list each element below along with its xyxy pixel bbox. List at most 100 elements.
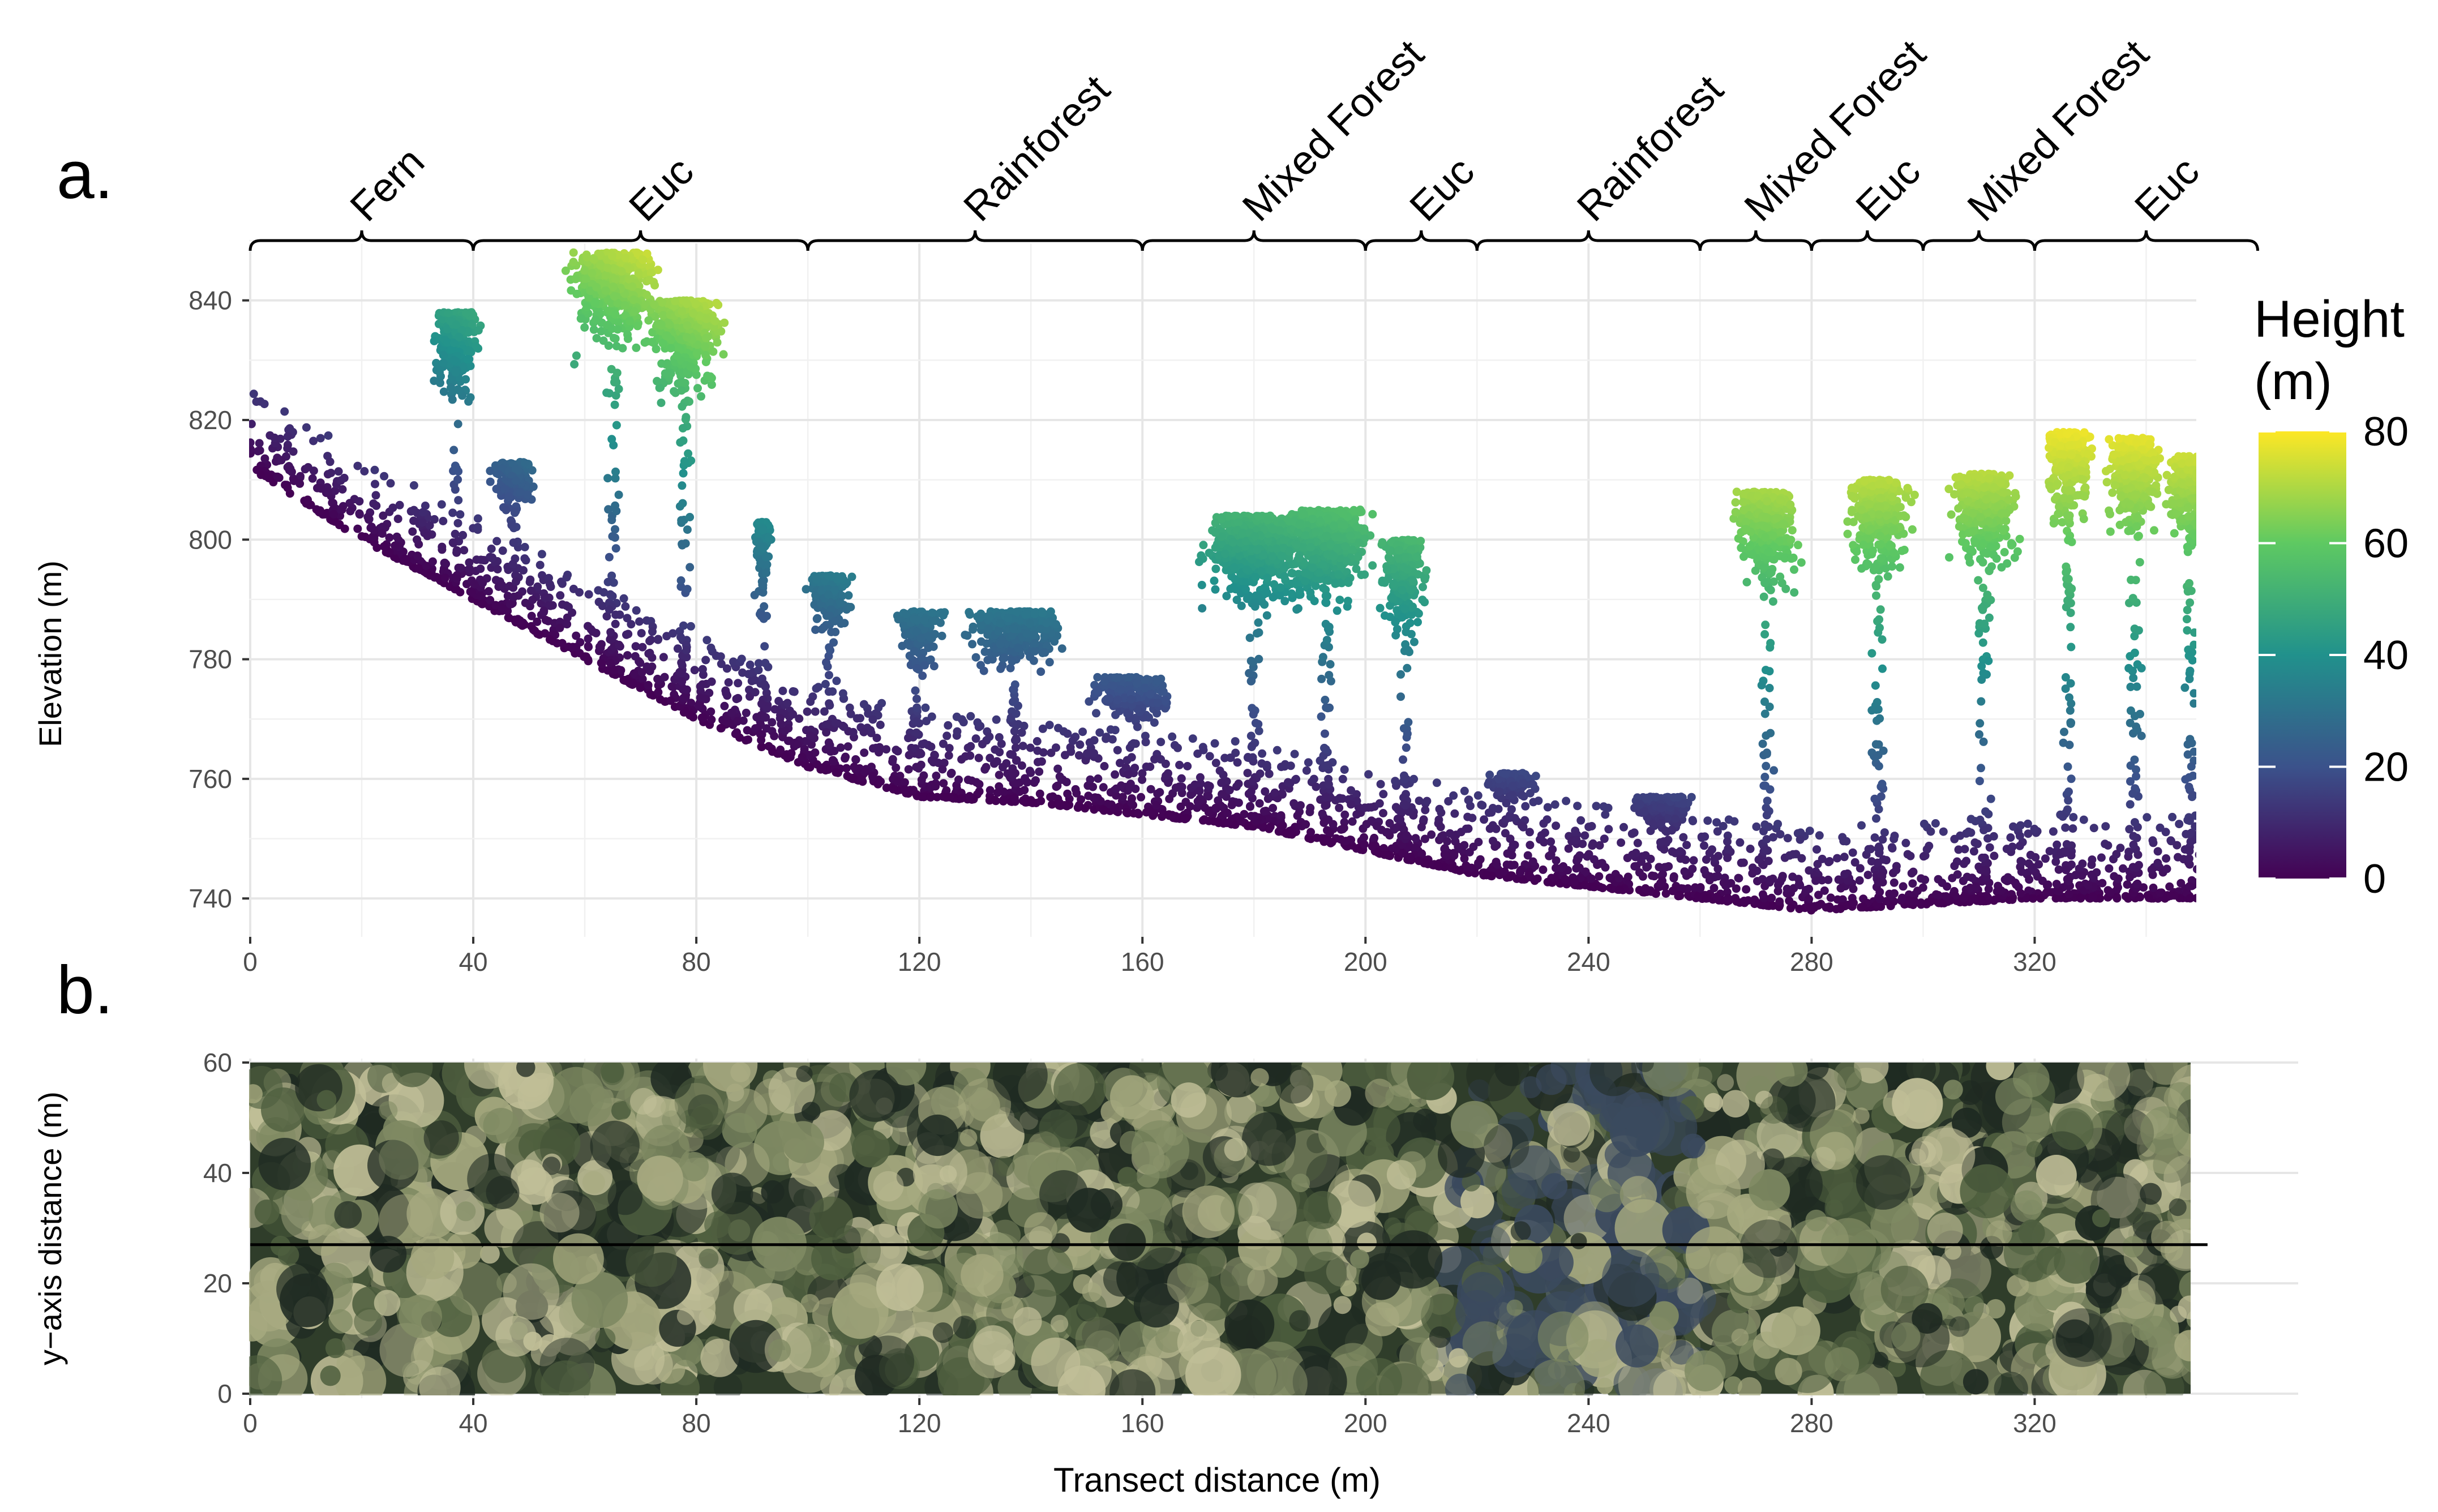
lidar-point	[1086, 775, 1095, 784]
lidar-point	[648, 627, 657, 636]
lidar-point	[473, 514, 482, 523]
lidar-point	[673, 644, 682, 653]
lidar-point	[451, 461, 460, 470]
lidar-point	[1888, 844, 1897, 853]
lidar-point	[2162, 854, 2171, 863]
lidar-point	[846, 709, 855, 718]
lidar-point	[621, 602, 630, 611]
lidar-point	[685, 563, 695, 572]
lidar-point	[636, 683, 645, 692]
lidar-point	[824, 572, 833, 580]
lidar-point	[1111, 726, 1120, 735]
lidar-point	[430, 573, 439, 582]
lidar-point	[760, 602, 769, 611]
lidar-point	[456, 510, 465, 519]
lidar-point	[631, 652, 640, 661]
lidar-point	[476, 564, 485, 573]
lidar-point	[820, 707, 829, 716]
lidar-point	[612, 507, 621, 516]
lidar-point	[625, 316, 635, 325]
lidar-point	[2089, 892, 2097, 901]
lidar-point	[1036, 667, 1046, 676]
lidar-point	[340, 473, 349, 482]
lidar-point	[1052, 743, 1060, 752]
lidar-point	[657, 359, 666, 368]
lidar-point	[1990, 851, 1999, 860]
lidar-point	[591, 315, 600, 324]
lidar-point	[1838, 895, 1847, 904]
lidar-point	[572, 351, 581, 360]
lidar-point	[811, 707, 820, 716]
lidar-point	[774, 697, 783, 705]
lidar-point	[676, 576, 685, 585]
lidar-point	[963, 743, 972, 752]
lidar-point	[355, 510, 364, 519]
lidar-point	[2043, 881, 2051, 890]
lidar-point	[842, 764, 851, 773]
lidar-point	[1153, 789, 1162, 798]
lidar-point	[303, 463, 312, 472]
lidar-point	[452, 320, 461, 329]
lidar-point	[1193, 749, 1202, 758]
lidar-point	[954, 775, 963, 784]
lidar-point	[682, 333, 691, 342]
lidar-point	[409, 516, 418, 525]
lidar-point	[612, 369, 622, 378]
lidar-point	[608, 251, 617, 260]
lidar-point	[904, 765, 913, 774]
lidar-point	[256, 470, 265, 479]
lidar-point	[768, 718, 777, 727]
lidar-point	[1450, 809, 1459, 818]
lidar-point	[391, 541, 400, 550]
lidar-point	[2195, 851, 2196, 858]
lidar-point	[353, 461, 362, 470]
lidar-point	[580, 323, 589, 332]
lidar-point	[927, 756, 936, 765]
lidar-point	[1421, 806, 1430, 815]
lidar-point	[1564, 844, 1573, 853]
lidar-point	[588, 627, 597, 636]
lidar-point	[1797, 854, 1806, 863]
lidar-point	[675, 667, 684, 676]
lidar-point	[699, 713, 708, 722]
lidar-point	[2143, 813, 2152, 822]
lidar-point	[602, 612, 611, 621]
lidar-point	[1309, 774, 1318, 783]
lidar-point	[1224, 818, 1232, 827]
lidar-point	[605, 389, 614, 398]
lidar-point	[824, 590, 833, 599]
lidar-point	[676, 633, 685, 641]
lidar-point	[325, 457, 335, 466]
lidar-point	[946, 769, 956, 778]
lidar-point	[1526, 841, 1535, 850]
lidar-point	[461, 375, 470, 384]
lidar-point	[986, 786, 995, 795]
lidar-point	[917, 776, 926, 785]
lidar-point	[1786, 903, 1795, 913]
lidar-point	[493, 565, 502, 574]
lidar-point	[764, 533, 773, 542]
lidar-point	[1813, 845, 1821, 854]
lidar-point	[778, 687, 787, 695]
lidar-point	[738, 668, 747, 677]
lidar-point	[1587, 874, 1596, 883]
lidar-point	[329, 510, 338, 519]
lidar-point	[2027, 863, 2036, 872]
lidar-point	[1592, 802, 1601, 811]
lidar-point	[912, 664, 922, 673]
lidar-point	[1921, 875, 1930, 884]
lidar-point	[474, 326, 483, 335]
lidar-point	[1700, 866, 1709, 875]
lidar-point	[1764, 823, 1773, 832]
lidar-point	[2087, 870, 2096, 879]
lidar-point	[650, 300, 659, 309]
lidar-point	[1282, 829, 1291, 838]
lidar-point	[588, 269, 597, 278]
lidar-point	[1485, 824, 1494, 833]
lidar-point	[1617, 838, 1626, 847]
lidar-point	[757, 699, 766, 708]
lidar-point	[569, 258, 578, 267]
lidar-point	[1465, 848, 1474, 856]
lidar-point	[1832, 905, 1841, 914]
lidar-point	[689, 309, 698, 318]
